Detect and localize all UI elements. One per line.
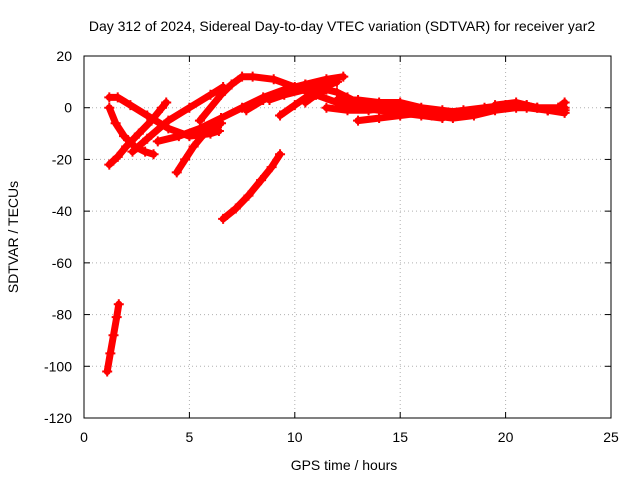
data-point-plus xyxy=(458,105,469,116)
data-point-plus xyxy=(300,84,311,95)
data-point-plus xyxy=(490,100,501,111)
y-tick-label: 0 xyxy=(64,100,72,116)
data-point-plus xyxy=(113,299,124,310)
y-tick-label: 20 xyxy=(56,48,72,64)
data-point-plus xyxy=(437,107,448,118)
x-tick-label: 10 xyxy=(287,429,303,445)
data-point-plus xyxy=(416,107,427,118)
data-point-plus xyxy=(194,115,205,126)
data-point-plus xyxy=(256,175,267,186)
data-point-plus xyxy=(216,89,227,100)
data-point-plus xyxy=(479,102,490,113)
data-point-plus xyxy=(395,110,406,121)
data-point-plus xyxy=(205,89,216,100)
chart-title: Day 312 of 2024, Sidereal Day-to-day VTE… xyxy=(89,18,595,34)
data-point-plus xyxy=(125,100,136,111)
y-tick-label: -40 xyxy=(52,203,72,219)
data-point-plus xyxy=(542,105,553,116)
series-arc-2 xyxy=(219,150,284,223)
data-point-plus xyxy=(374,113,385,124)
data-point-plus xyxy=(142,110,153,121)
data-point-plus xyxy=(559,97,570,108)
y-tick-label: -20 xyxy=(52,151,72,167)
x-tick-label: 25 xyxy=(603,429,619,445)
data-point-plus xyxy=(108,330,119,341)
x-axis-label: GPS time / hours xyxy=(291,457,398,473)
data-point-plus xyxy=(180,154,191,165)
data-point-plus xyxy=(133,128,144,139)
data-point-plus xyxy=(331,76,342,87)
data-point-plus xyxy=(559,107,570,118)
y-axis-label: SDTVAR / TECUs xyxy=(5,181,21,293)
data-point-plus xyxy=(511,97,522,108)
data-point-plus xyxy=(161,97,172,108)
data-point-plus xyxy=(310,89,321,100)
data-point-plus xyxy=(121,141,132,152)
data-point-plus xyxy=(199,128,210,139)
data-point-plus xyxy=(127,146,138,157)
data-point-plus xyxy=(142,133,153,144)
data-point-plus xyxy=(188,141,199,152)
data-point-plus xyxy=(148,149,159,160)
data-point-plus xyxy=(112,92,123,103)
y-tick-label: -120 xyxy=(44,410,72,426)
y-tick-label: -80 xyxy=(52,307,72,323)
data-point-plus xyxy=(532,102,543,113)
data-point-plus xyxy=(331,94,342,105)
data-point-plus xyxy=(237,71,248,82)
data-point-plus xyxy=(300,97,311,108)
data-point-plus xyxy=(184,102,195,113)
data-point-plus xyxy=(104,92,115,103)
data-point-plus xyxy=(152,136,163,147)
data-point-plus xyxy=(247,71,258,82)
data-point-plus xyxy=(226,79,237,90)
data-point-plus xyxy=(156,102,167,113)
x-tick-label: 5 xyxy=(186,429,194,445)
data-point-plus xyxy=(218,213,229,224)
data-point-plus xyxy=(268,74,279,85)
data-point-plus xyxy=(119,131,130,142)
data-point-plus xyxy=(110,118,121,129)
data-point-plus xyxy=(353,115,364,126)
data-point-plus xyxy=(266,162,277,173)
data-point-plus xyxy=(553,102,564,113)
y-tick-label: -100 xyxy=(44,358,72,374)
data-point-plus xyxy=(275,149,286,160)
data-point-plus xyxy=(275,110,286,121)
series-arc-6 xyxy=(129,83,227,156)
data-point-plus xyxy=(112,151,123,162)
data-point-plus xyxy=(171,167,182,178)
data-point-plus xyxy=(243,190,254,201)
data-point-plus xyxy=(105,348,116,359)
x-tick-label: 15 xyxy=(392,429,408,445)
data-point-plus xyxy=(140,146,151,157)
axis-ticks: 0 5 10 15 20 25 -120 -100 -80 -60 -40 -20 0 20 xyxy=(44,48,619,445)
data-point-plus xyxy=(104,159,115,170)
data-point-plus xyxy=(104,102,115,113)
data-point-plus xyxy=(353,94,364,105)
data-point-plus xyxy=(102,366,113,377)
data-point-plus xyxy=(230,203,241,214)
y-tick-label: -60 xyxy=(52,255,72,271)
data-point-plus xyxy=(279,89,290,100)
data-point-plus xyxy=(321,102,332,113)
data-point-plus xyxy=(163,115,174,126)
data-point-plus xyxy=(521,100,532,111)
series-layer xyxy=(102,71,570,377)
data-point-plus xyxy=(173,131,184,142)
x-tick-label: 0 xyxy=(80,429,88,445)
data-point-plus xyxy=(216,113,227,124)
data-point-plus xyxy=(241,105,252,116)
data-point-plus xyxy=(264,94,275,105)
data-point-plus xyxy=(111,312,122,323)
data-point-plus xyxy=(338,71,349,82)
x-tick-label: 20 xyxy=(498,429,514,445)
data-point-plus xyxy=(363,105,374,116)
data-point-plus xyxy=(384,102,395,113)
data-point-plus xyxy=(289,100,300,111)
plot-frame xyxy=(83,55,612,419)
data-point-plus xyxy=(342,105,353,116)
data-point-plus xyxy=(321,84,332,95)
